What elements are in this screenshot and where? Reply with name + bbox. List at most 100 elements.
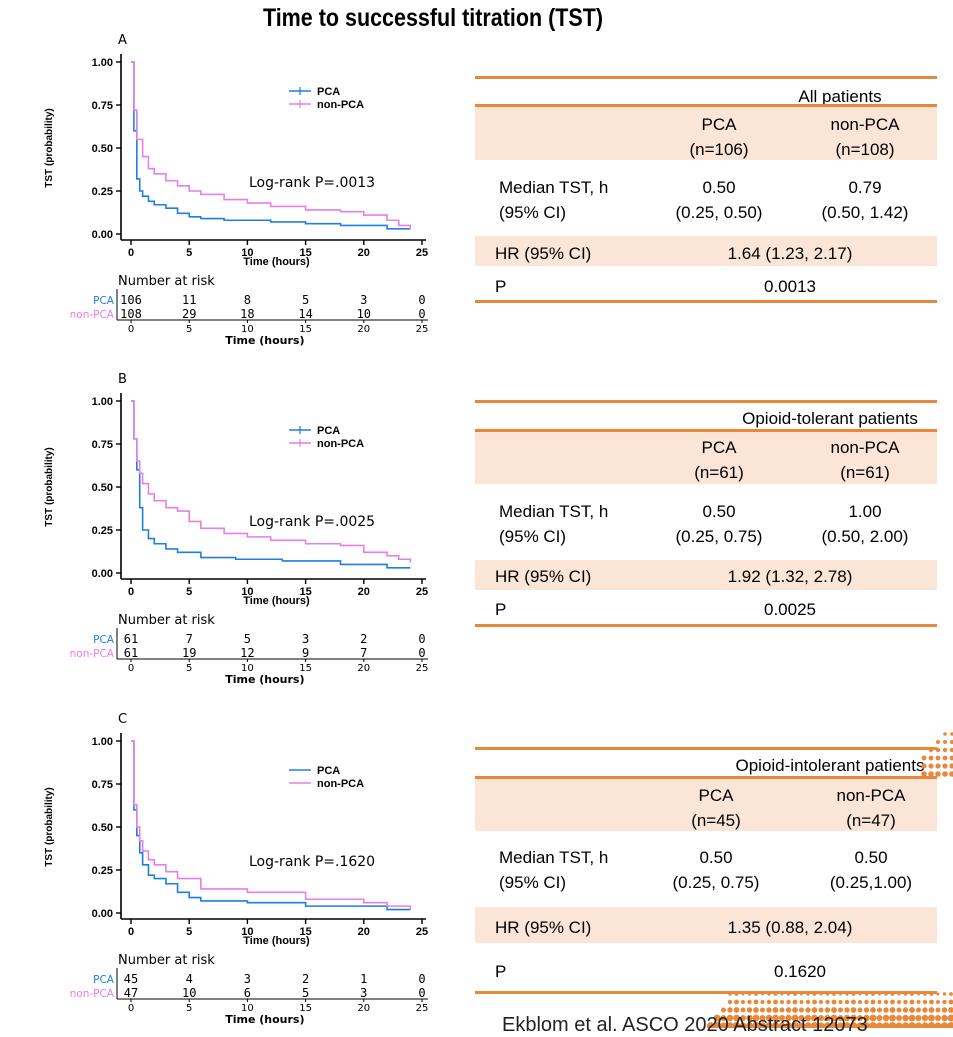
decorative-dot (910, 992, 914, 996)
median-label: Median TST, h (499, 178, 609, 197)
decorative-dot (876, 1015, 883, 1021)
decorative-dot (760, 1000, 765, 1004)
decorative-dot (935, 1015, 941, 1021)
decorative-dot (830, 1022, 838, 1028)
risk-x-tick-label: 10 (241, 1003, 254, 1014)
decorative-dot (754, 992, 758, 996)
decorative-dot (862, 1022, 871, 1028)
y-tick-label: 0.75 (92, 439, 113, 451)
table-rule (475, 776, 937, 779)
decorative-dot (947, 1014, 953, 1022)
x-tick-label: 20 (358, 926, 370, 938)
decorative-dot (804, 1014, 812, 1022)
decorative-dot (845, 992, 849, 996)
decorative-dot (928, 747, 934, 753)
x-tick-label: 20 (358, 586, 370, 598)
y-tick-label: 0.25 (92, 865, 113, 877)
decorative-dot (843, 1022, 851, 1028)
decorative-dot (929, 999, 934, 1005)
decorative-dot (785, 1014, 792, 1022)
table-rule (475, 747, 937, 750)
decorative-dot (942, 999, 947, 1005)
y-tick-label: 0.75 (92, 100, 113, 112)
risk-count: 14 (298, 307, 312, 321)
risk-x-axis-title: Time (hours) (225, 334, 304, 347)
risk-count: 8 (244, 293, 251, 307)
risk-count: 61 (124, 646, 138, 660)
legend-label: non-PCA (317, 438, 364, 450)
risk-count: 29 (182, 307, 196, 321)
risk-count: 47 (124, 986, 138, 1000)
legend-label: PCA (317, 425, 340, 437)
x-tick-label: 5 (186, 926, 192, 938)
decorative-dot (825, 999, 830, 1005)
decorative-dot (940, 1022, 949, 1028)
header-band (475, 779, 937, 831)
decorative-dot (778, 1022, 786, 1028)
risk-count: 0 (418, 646, 425, 660)
decorative-dot (779, 1015, 785, 1021)
footer-citation: Ekblom et al. ASCO 2020 Abstract 12073 (502, 1014, 868, 1036)
risk-table-title: Number at risk (118, 613, 215, 628)
risk-x-tick-label: 20 (357, 324, 370, 335)
x-tick-label: 10 (241, 586, 253, 598)
risk-count: 19 (182, 646, 196, 660)
decorative-dot (792, 999, 798, 1005)
risk-table-title: Number at risk (118, 953, 215, 968)
decorative-dot (739, 1022, 747, 1028)
median-pca-ci: (0.25, 0.75) (672, 873, 760, 892)
decorative-dot (850, 1007, 857, 1013)
decorative-dot (766, 999, 772, 1005)
risk-x-tick-label: 5 (186, 324, 192, 335)
median-nonpca: 0.79 (848, 178, 882, 197)
y-axis-title: TST (probability) (44, 787, 55, 866)
decorative-dot (741, 1000, 745, 1004)
decorative-dot (857, 1007, 863, 1013)
risk-count: 5 (302, 986, 309, 1000)
risk-count: 0 (418, 307, 425, 321)
risk-x-axis-title: Time (hours) (225, 1013, 304, 1026)
decorative-dot (921, 755, 927, 761)
decorative-dot (858, 1000, 862, 1004)
ci-label: (95% CI) (499, 203, 567, 222)
decorative-dot (839, 992, 842, 996)
risk-x-tick-label: 15 (299, 1003, 312, 1014)
p-label: P (495, 277, 507, 296)
y-tick-label: 0.00 (92, 908, 113, 920)
col-nonpca-n: (n=108) (835, 140, 895, 159)
decorative-dot (901, 1022, 910, 1028)
decorative-dot (713, 1014, 721, 1022)
risk-count: 0 (418, 632, 425, 646)
km-curve-pca (131, 61, 411, 230)
y-axis-title: TST (probability) (44, 108, 55, 187)
hr-label: HR (95% CI) (495, 567, 592, 586)
decorative-dot (706, 1022, 715, 1028)
decorative-dot (877, 1000, 882, 1004)
median-label: Median TST, h (499, 502, 609, 521)
risk-x-tick-label: 5 (186, 663, 192, 674)
km-curve-pca (131, 400, 411, 569)
y-tick-label: 0.50 (92, 822, 113, 834)
risk-count: 6 (244, 986, 251, 1000)
table-rule (475, 429, 937, 432)
decorative-dot (825, 992, 830, 996)
decorative-dot (922, 999, 928, 1005)
x-tick-label: 5 (186, 586, 192, 598)
decorative-dot (728, 992, 732, 996)
col-pca: PCA (701, 115, 737, 134)
y-tick-label: 0.50 (92, 143, 113, 155)
decorative-dot (923, 992, 927, 996)
x-tick-label: 15 (299, 586, 311, 598)
decorative-dot (812, 992, 817, 996)
decorative-dot (765, 1022, 773, 1028)
hr-label: HR (95% CI) (495, 244, 592, 263)
decorative-dot (915, 1022, 922, 1028)
page-title: Time to successful titration (TST) (262, 4, 604, 32)
p-label: P (495, 962, 507, 981)
table-rule (475, 400, 937, 403)
decorative-dot (936, 992, 940, 996)
decorative-dot (928, 771, 934, 777)
y-tick-label: 1.00 (92, 396, 113, 408)
decorative-dot (917, 992, 920, 996)
decorative-dot (786, 992, 791, 996)
